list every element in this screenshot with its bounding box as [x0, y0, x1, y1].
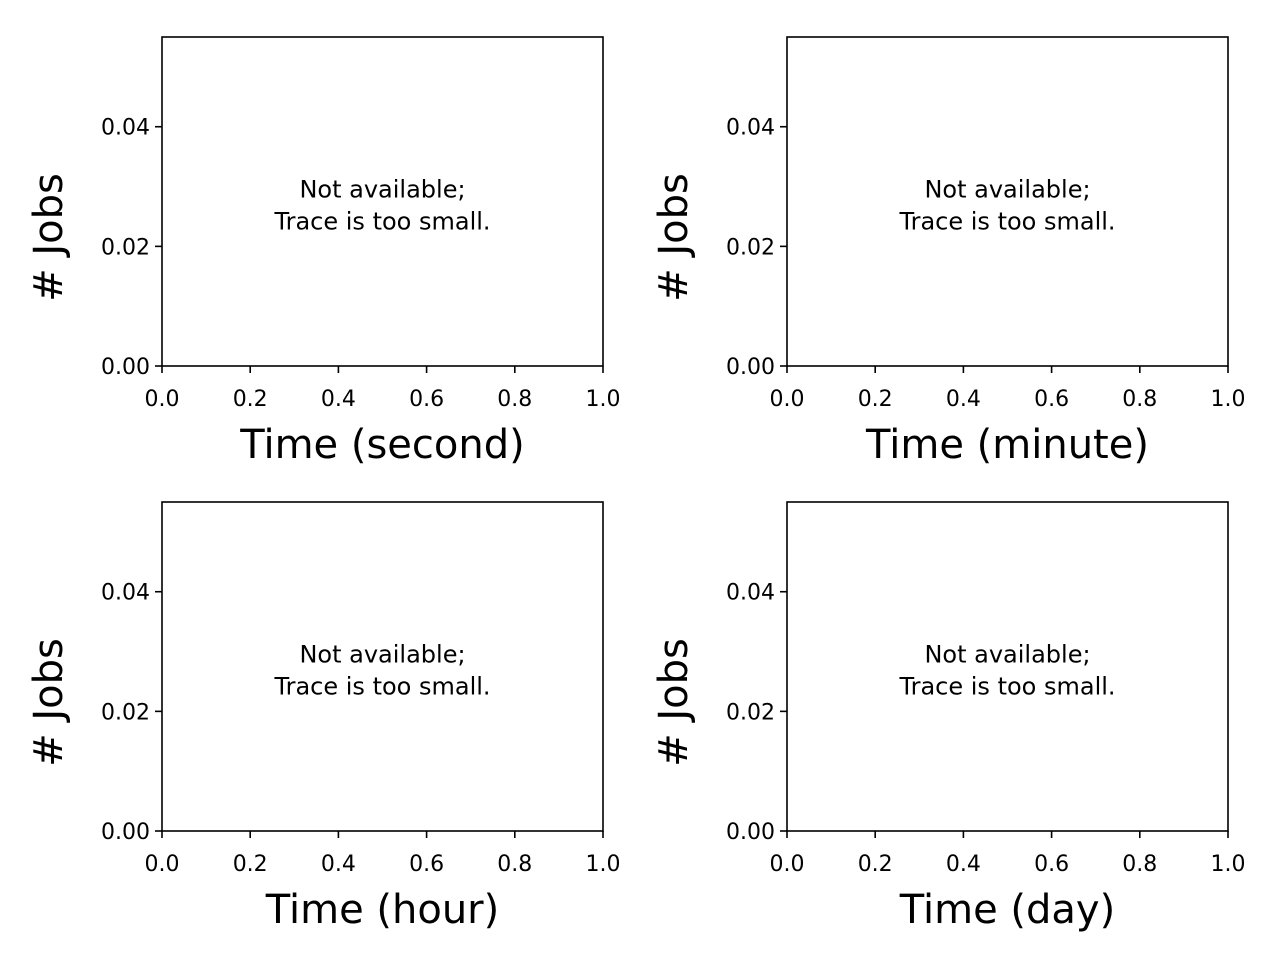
y-tick-label: 0.04	[101, 581, 150, 606]
x-tick-label: 0.2	[233, 387, 268, 412]
x-axis-label: Time (minute)	[865, 422, 1149, 468]
annotation-text: Not available;	[299, 641, 465, 669]
annotation-text: Trace is too small.	[898, 208, 1115, 236]
x-tick-label: 0.0	[145, 852, 180, 877]
x-tick-label: 0.8	[497, 852, 532, 877]
y-tick-label: 0.02	[101, 235, 150, 260]
y-tick-label: 0.00	[101, 355, 150, 380]
plot-frame	[161, 36, 604, 367]
x-tick-label: 1.0	[586, 852, 621, 877]
x-tick-label: 0.6	[409, 387, 444, 412]
x-tick-label: 0.0	[145, 387, 180, 412]
y-axis-label: # Jobs	[26, 638, 72, 767]
annotation-text: Not available;	[924, 641, 1090, 669]
y-tick-label: 0.00	[726, 355, 775, 380]
x-tick-label: 0.2	[233, 852, 268, 877]
y-tick-label: 0.00	[101, 820, 150, 845]
plot-frame	[786, 36, 1229, 367]
plot-frame	[161, 501, 604, 832]
x-tick-label: 0.4	[321, 387, 356, 412]
y-axis-label: # Jobs	[26, 173, 72, 302]
x-tick-label: 1.0	[586, 387, 621, 412]
x-tick-label: 1.0	[1211, 387, 1246, 412]
y-tick-label: 0.00	[726, 820, 775, 845]
x-tick-label: 0.4	[946, 852, 981, 877]
annotation-text: Not available;	[299, 176, 465, 204]
x-tick-label: 0.2	[858, 387, 893, 412]
x-tick-label: 0.8	[497, 387, 532, 412]
subplot-second: 0.0 0.2 0.4 0.6 0.8 1.0 0.00 0.02 0.04 Time (seco…	[26, 36, 621, 468]
annotation-text: Trace is too small.	[273, 208, 490, 236]
y-tick-label: 0.02	[101, 700, 150, 725]
y-tick-label: 0.04	[726, 116, 775, 141]
x-tick-label: 0.6	[1034, 852, 1069, 877]
annotation-text: Trace is too small.	[273, 673, 490, 701]
x-tick-label: 0.0	[770, 852, 805, 877]
x-tick-label: 0.4	[946, 387, 981, 412]
y-axis-label: # Jobs	[651, 638, 697, 767]
y-tick-label: 0.02	[726, 235, 775, 260]
x-tick-label: 1.0	[1211, 852, 1246, 877]
annotation-text: Not available;	[924, 176, 1090, 204]
x-tick-label: 0.6	[1034, 387, 1069, 412]
y-tick-label: 0.04	[101, 116, 150, 141]
y-tick-label: 0.02	[726, 700, 775, 725]
x-tick-label: 0.4	[321, 852, 356, 877]
x-tick-label: 0.8	[1122, 852, 1157, 877]
subplot-hour: 0.0 0.2 0.4 0.6 0.8 1.0 0.00 0.02 0.04 Time (hour…	[26, 501, 621, 933]
subplot-day: 0.0 0.2 0.4 0.6 0.8 1.0 0.00 0.02 0.04 Time (day)…	[651, 501, 1246, 933]
x-axis-label: Time (hour)	[265, 887, 499, 933]
x-tick-label: 0.2	[858, 852, 893, 877]
x-axis-label: Time (second)	[239, 422, 524, 468]
y-tick-label: 0.04	[726, 581, 775, 606]
plot-frame	[786, 501, 1229, 832]
annotation-text: Trace is too small.	[898, 673, 1115, 701]
x-axis-label: Time (day)	[899, 887, 1115, 933]
subplot-minute: 0.0 0.2 0.4 0.6 0.8 1.0 0.00 0.02 0.04 Time (minu…	[651, 36, 1246, 468]
x-tick-label: 0.8	[1122, 387, 1157, 412]
x-tick-label: 0.0	[770, 387, 805, 412]
x-tick-label: 0.6	[409, 852, 444, 877]
y-axis-label: # Jobs	[651, 173, 697, 302]
